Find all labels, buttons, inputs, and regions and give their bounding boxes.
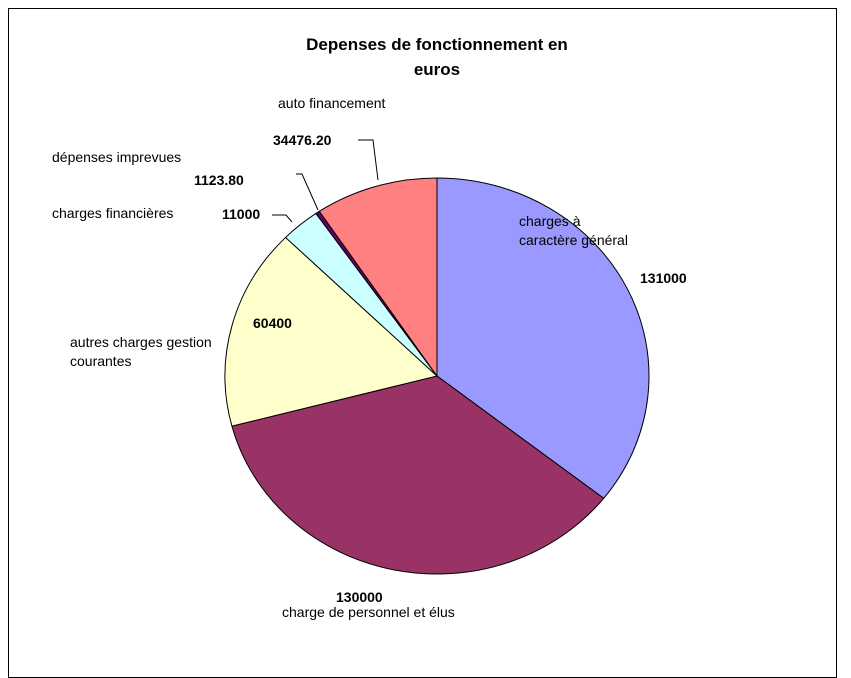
- pie-slice: [231, 375, 605, 575]
- pie-slice: [318, 177, 438, 378]
- pie-slice: [436, 177, 650, 499]
- value-label: 130000: [336, 589, 383, 605]
- category-label: charges à caractère général: [519, 213, 628, 248]
- pie-slice: [224, 236, 439, 427]
- value-label: 1123.80: [194, 172, 244, 188]
- chart-title: Depenses de fonctionnement en euros: [306, 35, 568, 79]
- category-label: charge de personnel et élus: [282, 604, 455, 620]
- value-label: 11000: [222, 206, 261, 222]
- value-label: 60400: [253, 315, 292, 331]
- pie: [224, 177, 650, 575]
- category-label: charges financières: [52, 205, 174, 221]
- leader-lines: [272, 139, 379, 223]
- category-label: auto financement: [278, 95, 386, 111]
- category-label: dépenses imprevues: [52, 149, 182, 165]
- category-label: autres charges gestion courantes: [70, 334, 212, 369]
- leader-line: [272, 214, 293, 223]
- value-label: 34476.20: [273, 132, 332, 148]
- value-label: 131000: [640, 270, 687, 286]
- leader-line: [358, 139, 379, 181]
- leader-line: [296, 173, 319, 211]
